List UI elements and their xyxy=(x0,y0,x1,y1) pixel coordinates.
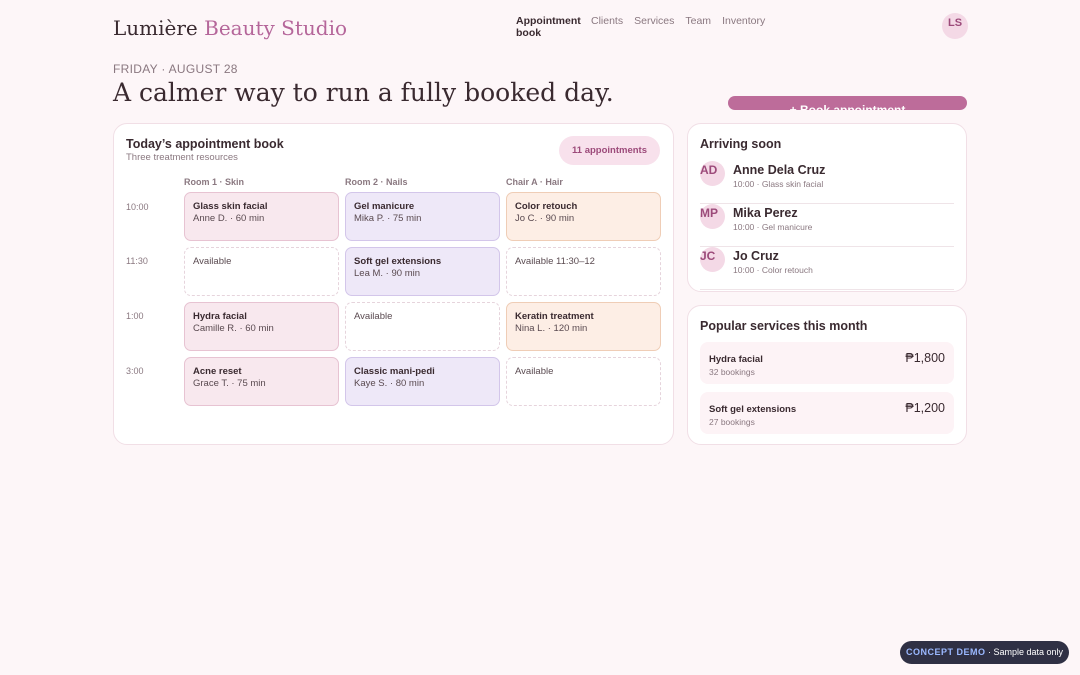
popular-title: Popular services this month xyxy=(700,319,868,333)
card-subtitle: Three treatment resources xyxy=(126,152,238,163)
nav-services[interactable]: Services xyxy=(634,15,675,27)
client-name: Mika Perez xyxy=(733,206,798,220)
slot-title: Available xyxy=(515,366,554,377)
client-meta: 10:00 · Gel manicure xyxy=(733,222,813,232)
slot-meta: Nina L. · 120 min xyxy=(515,323,588,334)
slot-title: Available xyxy=(354,311,393,322)
appointment-slot[interactable]: Hydra facial Camille R. · 60 min xyxy=(184,302,339,351)
slot-meta: Camille R. · 60 min xyxy=(193,323,274,334)
book-appointment-button[interactable]: + Book appointment xyxy=(728,96,967,110)
service-name: Soft gel extensions xyxy=(709,404,797,415)
appointments-count-pill[interactable]: 11 appointments xyxy=(559,136,660,165)
slot-title: Classic mani-pedi xyxy=(354,366,435,377)
slot-title: Glass skin facial xyxy=(193,201,268,212)
service-name: Hydra facial xyxy=(709,354,763,365)
nav-clients[interactable]: Clients xyxy=(591,15,624,27)
available-slot[interactable]: Available xyxy=(184,247,339,296)
client-name: Anne Dela Cruz xyxy=(733,163,826,177)
service-price: ₱1,800 xyxy=(905,351,945,365)
slot-title: Keratin treatment xyxy=(515,311,594,322)
brand-logo[interactable]: Lumière Beauty Studio xyxy=(113,16,347,40)
appointment-slot[interactable]: Soft gel extensions Lea M. · 90 min xyxy=(345,247,500,296)
current-date: FRIDAY · AUGUST 28 xyxy=(113,62,238,76)
appointment-slot[interactable]: Keratin treatment Nina L. · 120 min xyxy=(506,302,661,351)
client-name: Jo Cruz xyxy=(733,249,779,263)
arriving-soon-card: Arriving soon AD Anne Dela Cruz 10:00 · … xyxy=(687,123,967,292)
main-nav: Appointment book Clients Services Team I… xyxy=(516,15,776,39)
client-avatar: AD xyxy=(700,161,725,186)
time-label: 3:00 xyxy=(126,366,144,376)
popular-services-card: Popular services this month Hydra facial… xyxy=(687,305,967,445)
service-price: ₱1,200 xyxy=(905,401,945,415)
arrival-item[interactable]: AD Anne Dela Cruz 10:00 · Glass skin fac… xyxy=(700,161,954,204)
client-meta: 10:00 · Glass skin facial xyxy=(733,179,824,189)
column-header-room2: Room 2 · Nails xyxy=(345,177,408,187)
slot-meta: Grace T. · 75 min xyxy=(193,378,266,389)
slot-title: Soft gel extensions xyxy=(354,256,442,267)
brand-accent: Beauty Studio xyxy=(204,16,348,40)
top-header: Lumière Beauty Studio Appointment book C… xyxy=(113,13,968,44)
appointment-slot[interactable]: Color retouch Jo C. · 90 min xyxy=(506,192,661,241)
appointment-slot[interactable]: Glass skin facial Anne D. · 60 min xyxy=(184,192,339,241)
appointment-slot[interactable]: Gel manicure Mika P. · 75 min xyxy=(345,192,500,241)
arrival-item[interactable]: MP Mika Perez 10:00 · Gel manicure xyxy=(700,204,954,247)
client-avatar: MP xyxy=(700,204,725,229)
available-slot[interactable]: Available xyxy=(506,357,661,406)
service-bookings: 32 bookings xyxy=(709,367,755,377)
nav-appointment-book[interactable]: Appointment book xyxy=(516,15,581,39)
slot-title: Gel manicure xyxy=(354,201,415,212)
demo-text: · Sample data only xyxy=(987,647,1064,657)
slot-meta: Lea M. · 90 min xyxy=(354,268,420,279)
card-title: Today’s appointment book xyxy=(126,137,284,151)
appointment-book-card: Today’s appointment book Three treatment… xyxy=(113,123,674,445)
slot-title: Available xyxy=(193,256,232,267)
arrival-item[interactable]: JC Jo Cruz 10:00 · Color retouch xyxy=(700,247,954,290)
slot-meta: Mika P. · 75 min xyxy=(354,213,422,224)
demo-tag: CONCEPT DEMO xyxy=(905,647,986,657)
arriving-title: Arriving soon xyxy=(700,137,782,151)
service-item[interactable]: Soft gel extensions 27 bookings ₱1,200 xyxy=(700,392,954,434)
time-label: 10:00 xyxy=(126,202,149,212)
slot-title: Hydra facial xyxy=(193,311,247,322)
available-slot[interactable]: Available xyxy=(345,302,500,351)
client-avatar: JC xyxy=(700,247,725,272)
appointment-slot[interactable]: Classic mani-pedi Kaye S. · 80 min xyxy=(345,357,500,406)
slot-meta: Kaye S. · 80 min xyxy=(354,378,425,389)
time-label: 1:00 xyxy=(126,311,144,321)
brand-name: Lumière xyxy=(113,16,198,40)
available-slot[interactable]: Available 11:30–12 xyxy=(506,247,661,296)
column-header-room1: Room 1 · Skin xyxy=(184,177,245,187)
time-label: 11:30 xyxy=(126,256,148,266)
column-header-chair-a: Chair A · Hair xyxy=(506,177,563,187)
nav-team[interactable]: Team xyxy=(685,15,712,27)
slot-meta: Anne D. · 60 min xyxy=(193,213,265,224)
appointment-slot[interactable]: Acne reset Grace T. · 75 min xyxy=(184,357,339,406)
user-avatar[interactable]: LS xyxy=(942,13,968,39)
slot-meta: Jo C. · 90 min xyxy=(515,213,575,224)
slot-title: Available 11:30–12 xyxy=(515,256,595,267)
service-item[interactable]: Hydra facial 32 bookings ₱1,800 xyxy=(700,342,954,384)
service-bookings: 27 bookings xyxy=(709,417,755,427)
client-meta: 10:00 · Color retouch xyxy=(733,265,813,275)
slot-title: Color retouch xyxy=(515,201,578,212)
page-headline: A calmer way to run a fully booked day. xyxy=(113,78,614,107)
concept-demo-badge: CONCEPT DEMO · Sample data only xyxy=(900,641,1069,664)
nav-inventory[interactable]: Inventory xyxy=(722,15,766,27)
slot-title: Acne reset xyxy=(193,366,242,377)
